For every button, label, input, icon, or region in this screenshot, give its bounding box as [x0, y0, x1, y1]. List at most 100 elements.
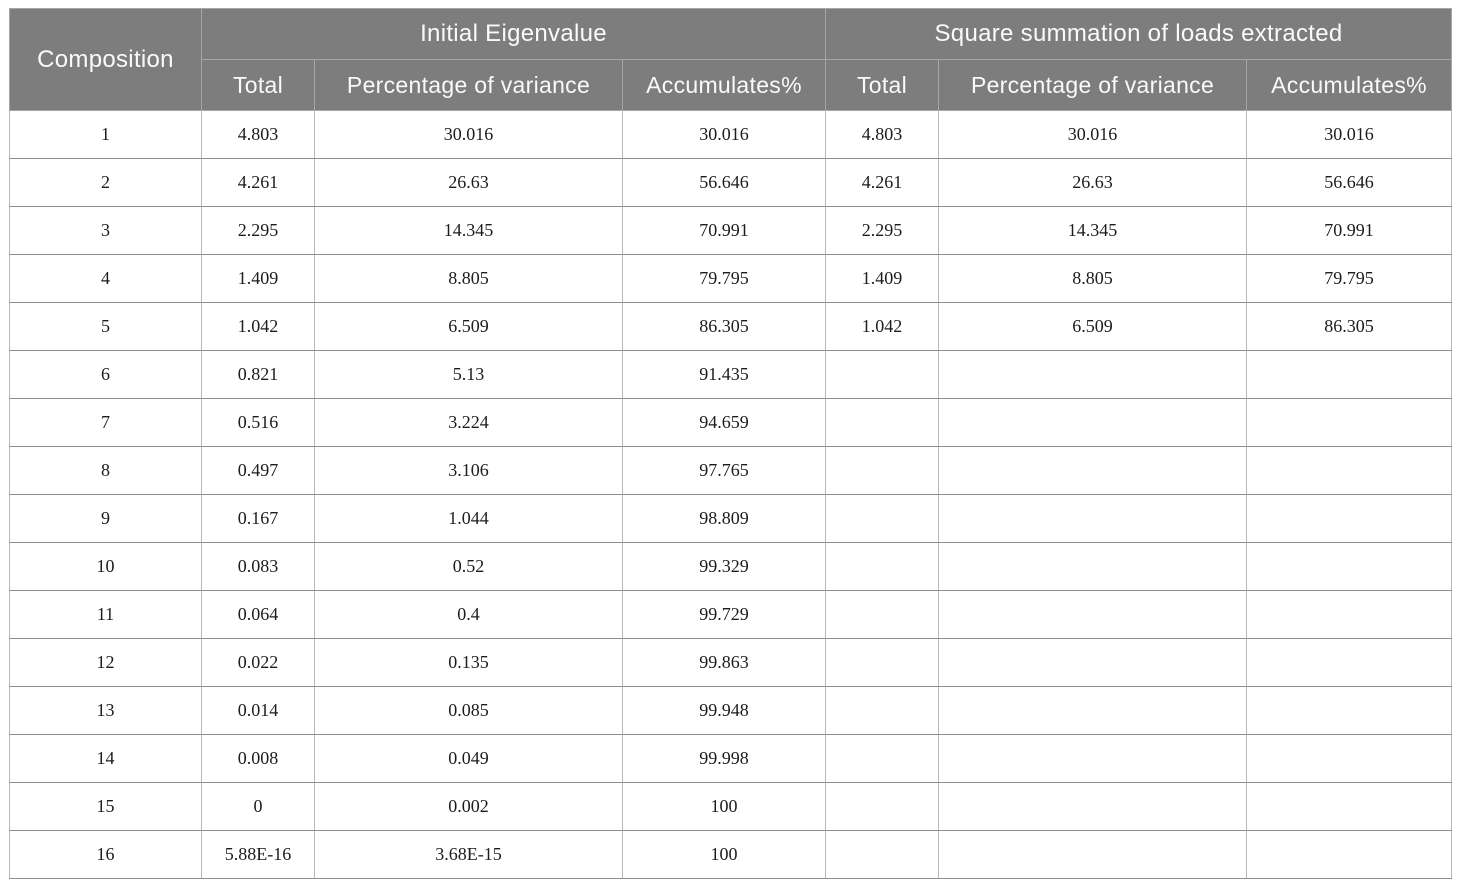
- cell-initial-accumulates: 94.659: [621, 398, 827, 447]
- table-row: 15 0 0.002 100: [9, 782, 1453, 831]
- cell-initial-variance: 14.345: [314, 206, 623, 255]
- column-header-initial-total: Total: [201, 59, 315, 111]
- cell-initial-accumulates: 99.948: [621, 686, 827, 735]
- cell-extracted-total: 1.409: [825, 254, 940, 303]
- cell-extracted-accumulates: [1246, 542, 1453, 591]
- cell-extracted-total: [825, 590, 940, 639]
- cell-initial-total: 0.083: [201, 542, 315, 591]
- cell-extracted-variance: [938, 686, 1248, 735]
- header-group-row: Composition Initial Eigenvalue Square su…: [9, 8, 1453, 111]
- cell-extracted-total: [825, 398, 940, 447]
- cell-initial-accumulates: 100: [621, 830, 827, 879]
- cell-initial-variance: 6.509: [314, 302, 623, 351]
- cell-extracted-variance: [938, 398, 1248, 447]
- cell-extracted-total: [825, 782, 940, 831]
- cell-extracted-accumulates: 79.795: [1246, 254, 1453, 303]
- table-row: 6 0.821 5.13 91.435: [9, 350, 1453, 399]
- cell-extracted-accumulates: [1246, 686, 1453, 735]
- cell-initial-total: 4.803: [201, 110, 315, 159]
- cell-extracted-accumulates: [1246, 638, 1453, 687]
- cell-extracted-accumulates: [1246, 494, 1453, 543]
- table-row: 10 0.083 0.52 99.329: [9, 542, 1453, 591]
- cell-initial-variance: 1.044: [314, 494, 623, 543]
- cell-extracted-accumulates: 86.305: [1246, 302, 1453, 351]
- cell-initial-variance: 0.049: [314, 734, 623, 783]
- cell-initial-total: 0.008: [201, 734, 315, 783]
- cell-extracted-total: [825, 446, 940, 495]
- cell-initial-accumulates: 56.646: [621, 158, 827, 207]
- cell-composition: 10: [9, 542, 202, 591]
- cell-composition: 5: [9, 302, 202, 351]
- cell-initial-accumulates: 86.305: [621, 302, 827, 351]
- cell-composition: 3: [9, 206, 202, 255]
- cell-initial-variance: 0.002: [314, 782, 623, 831]
- cell-initial-accumulates: 91.435: [621, 350, 827, 399]
- column-header-extracted-total: Total: [825, 59, 940, 111]
- cell-extracted-accumulates: [1246, 446, 1453, 495]
- cell-initial-accumulates: 79.795: [621, 254, 827, 303]
- column-header-extracted-variance: Percentage of variance: [938, 59, 1248, 111]
- table-row: 3 2.295 14.345 70.991 2.295 14.345 70.991: [9, 206, 1453, 255]
- cell-initial-total: 0.167: [201, 494, 315, 543]
- cell-initial-total: 0.821: [201, 350, 315, 399]
- cell-initial-variance: 0.135: [314, 638, 623, 687]
- cell-extracted-variance: [938, 542, 1248, 591]
- cell-extracted-variance: [938, 734, 1248, 783]
- cell-extracted-variance: [938, 830, 1248, 879]
- cell-initial-total: 0.014: [201, 686, 315, 735]
- cell-composition: 8: [9, 446, 202, 495]
- cell-extracted-variance: [938, 590, 1248, 639]
- cell-extracted-total: 4.803: [825, 110, 940, 159]
- cell-extracted-total: 4.261: [825, 158, 940, 207]
- cell-initial-accumulates: 99.329: [621, 542, 827, 591]
- cell-initial-variance: 3.224: [314, 398, 623, 447]
- cell-composition: 2: [9, 158, 202, 207]
- cell-composition: 9: [9, 494, 202, 543]
- cell-composition: 12: [9, 638, 202, 687]
- cell-extracted-accumulates: 30.016: [1246, 110, 1453, 159]
- table-row: 14 0.008 0.049 99.998: [9, 734, 1453, 783]
- cell-composition: 6: [9, 350, 202, 399]
- table-header: Composition Initial Eigenvalue Square su…: [9, 8, 1453, 111]
- cell-initial-variance: 30.016: [314, 110, 623, 159]
- cell-extracted-accumulates: [1246, 830, 1453, 879]
- cell-initial-total: 0.022: [201, 638, 315, 687]
- column-group-initial-eigenvalue: Initial Eigenvalue: [200, 8, 827, 60]
- cell-extracted-variance: 30.016: [938, 110, 1248, 159]
- cell-initial-total: 0.064: [201, 590, 315, 639]
- cell-initial-variance: 0.085: [314, 686, 623, 735]
- cell-extracted-variance: 8.805: [938, 254, 1248, 303]
- cell-initial-variance: 5.13: [314, 350, 623, 399]
- cell-extracted-accumulates: [1246, 590, 1453, 639]
- cell-initial-accumulates: 70.991: [621, 206, 827, 255]
- cell-initial-accumulates: 30.016: [621, 110, 827, 159]
- table-row: 2 4.261 26.63 56.646 4.261 26.63 56.646: [9, 158, 1453, 207]
- cell-initial-variance: 8.805: [314, 254, 623, 303]
- table-row: 7 0.516 3.224 94.659: [9, 398, 1453, 447]
- cell-extracted-variance: [938, 638, 1248, 687]
- cell-extracted-accumulates: [1246, 782, 1453, 831]
- cell-extracted-variance: 6.509: [938, 302, 1248, 351]
- cell-initial-accumulates: 100: [621, 782, 827, 831]
- cell-extracted-accumulates: [1246, 398, 1453, 447]
- cell-extracted-variance: 14.345: [938, 206, 1248, 255]
- cell-extracted-total: 1.042: [825, 302, 940, 351]
- cell-initial-accumulates: 97.765: [621, 446, 827, 495]
- cell-extracted-total: [825, 686, 940, 735]
- cell-initial-total: 0.497: [201, 446, 315, 495]
- table-row: 11 0.064 0.4 99.729: [9, 590, 1453, 639]
- cell-initial-total: 4.261: [201, 158, 315, 207]
- table-row: 9 0.167 1.044 98.809: [9, 494, 1453, 543]
- cell-initial-accumulates: 99.729: [621, 590, 827, 639]
- cell-extracted-accumulates: 56.646: [1246, 158, 1453, 207]
- cell-initial-variance: 0.4: [314, 590, 623, 639]
- table-body: 1 4.803 30.016 30.016 4.803 30.016 30.016 2 4.26…: [9, 110, 1453, 879]
- header-sub-row: Total Percentage of variance Accumulates…: [10, 59, 1453, 111]
- cell-extracted-total: [825, 494, 940, 543]
- cell-composition: 4: [9, 254, 202, 303]
- cell-initial-total: 2.295: [201, 206, 315, 255]
- cell-extracted-total: [825, 542, 940, 591]
- cell-extracted-total: 2.295: [825, 206, 940, 255]
- cell-initial-total: 0.516: [201, 398, 315, 447]
- cell-extracted-variance: 26.63: [938, 158, 1248, 207]
